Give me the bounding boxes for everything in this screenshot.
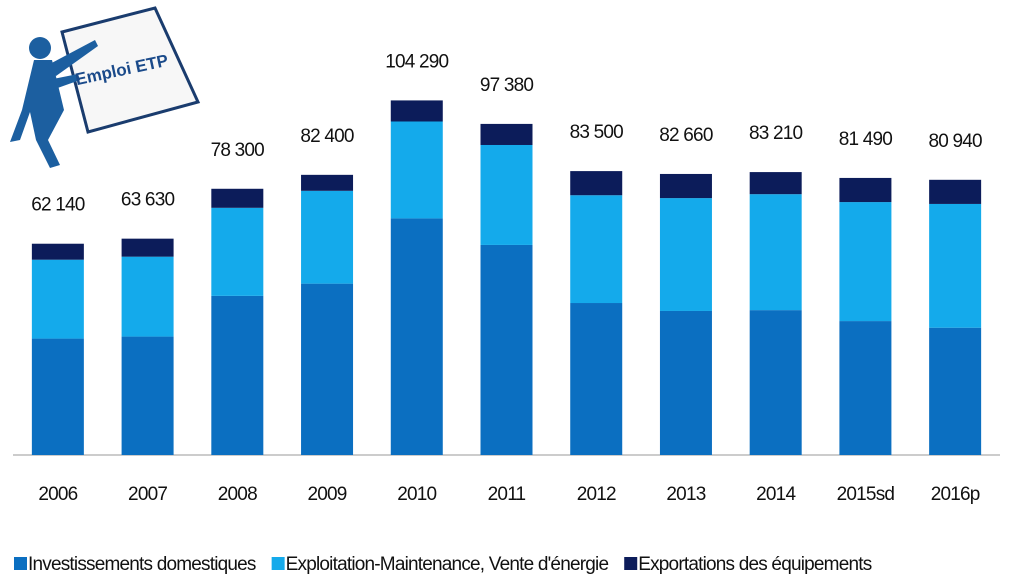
bar-segment [301, 174, 354, 191]
total-label: 80 940 [928, 131, 982, 152]
total-label: 104 290 [385, 51, 448, 72]
bar-segment [301, 190, 354, 284]
x-tick-label: 2015sd [837, 484, 895, 505]
bar-segment [570, 303, 623, 455]
bar-segment [211, 207, 264, 296]
bar-segment [211, 295, 264, 455]
total-label: 97 380 [480, 75, 534, 96]
total-label: 63 630 [121, 190, 175, 211]
legend-swatch [14, 557, 27, 570]
total-label: 82 660 [659, 125, 713, 146]
bar-segment [929, 327, 982, 455]
x-tick-label: 2006 [38, 484, 77, 505]
total-label: 81 490 [839, 129, 893, 150]
x-tick-label: 2014 [756, 484, 796, 505]
total-label: 83 210 [749, 123, 803, 144]
legend-label: Exportations des équipements [638, 554, 872, 575]
bar-segment [570, 195, 623, 304]
bar-segment [929, 179, 982, 204]
x-tick-label: 2016p [931, 484, 980, 505]
bar-segment [390, 218, 443, 455]
x-tick-label: 2008 [218, 484, 257, 505]
bar-segment [480, 144, 533, 245]
legend-swatch [624, 557, 638, 570]
x-tick-label: 2007 [128, 484, 167, 505]
bar-segment [31, 259, 84, 339]
bar-segment [121, 256, 174, 337]
bar-segment [211, 188, 264, 208]
bar-segment [659, 173, 712, 199]
total-label: 82 400 [300, 126, 354, 147]
legend-label: Investissements domestiques [28, 554, 256, 575]
bar-segment [301, 283, 354, 455]
bar-segment [121, 238, 174, 257]
bar-segment [121, 336, 174, 455]
bar-segment [749, 310, 802, 455]
total-label: 62 140 [31, 195, 85, 216]
bar-segment [839, 321, 892, 455]
bar-segment [839, 177, 892, 203]
bar-segment [31, 243, 84, 260]
x-tick-label: 2011 [488, 484, 526, 505]
bar-segment [480, 123, 533, 145]
x-tick-label: 2013 [666, 484, 705, 505]
bar-segment [390, 121, 443, 219]
bar-segment [749, 194, 802, 311]
x-tick-label: 2012 [577, 484, 616, 505]
bar-segment [839, 202, 892, 322]
bar-segment [929, 203, 982, 328]
bar-segment [570, 171, 623, 196]
total-label: 78 300 [211, 140, 265, 161]
bar-segment [480, 244, 533, 455]
x-tick-label: 2009 [308, 484, 347, 505]
total-label: 83 500 [570, 122, 624, 143]
bar-segment [31, 338, 84, 455]
legend-swatch [271, 557, 285, 570]
bar-segment [659, 310, 712, 455]
bar-segment [390, 100, 443, 122]
bar-segment [659, 198, 712, 311]
legend-label: Exploitation-Maintenance, Vente d'énergi… [286, 554, 609, 575]
x-tick-label: 2010 [397, 484, 436, 505]
bar-segment [749, 172, 802, 195]
mascot [10, 6, 201, 168]
